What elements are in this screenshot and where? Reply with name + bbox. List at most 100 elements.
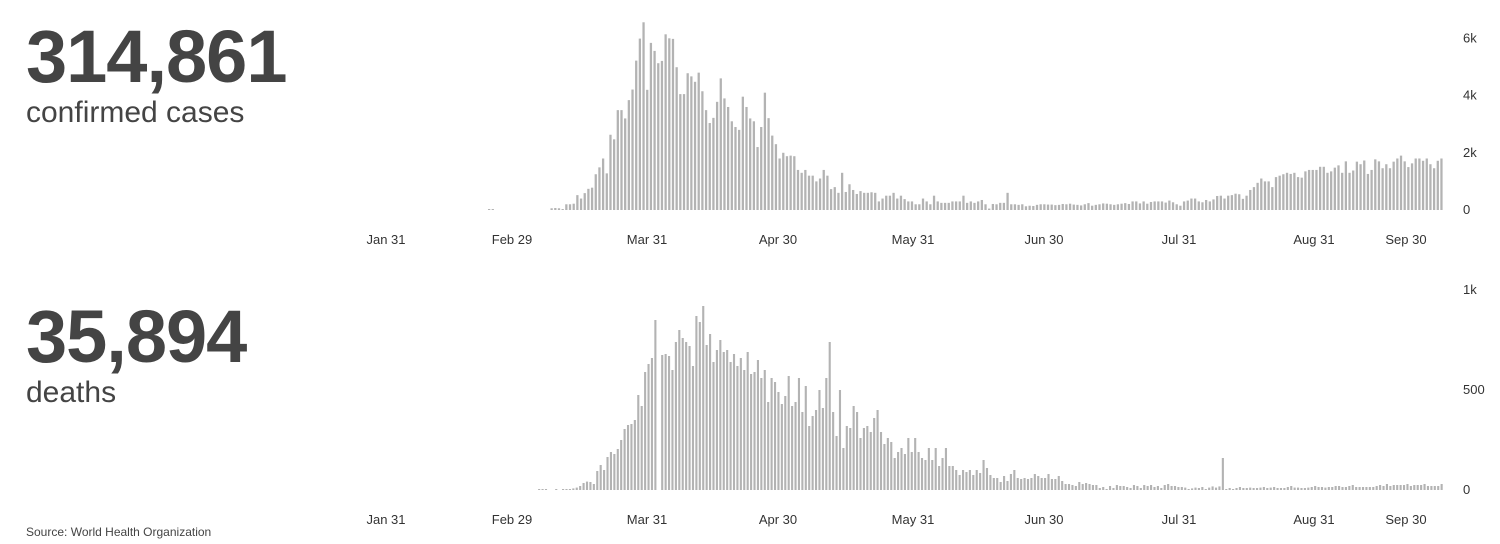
bar	[734, 127, 737, 210]
bar	[1057, 476, 1060, 490]
bar	[640, 406, 643, 490]
bar	[1054, 205, 1057, 210]
bar	[616, 110, 619, 210]
bar	[814, 410, 818, 490]
bar	[849, 428, 852, 490]
bar	[833, 187, 836, 210]
bar	[1421, 160, 1425, 210]
bar	[934, 448, 937, 490]
bar	[1160, 488, 1163, 490]
bar	[1064, 484, 1067, 490]
bar	[1279, 488, 1283, 490]
bar	[1013, 470, 1016, 490]
bar	[1197, 201, 1200, 210]
bar	[1267, 181, 1270, 210]
bar	[1252, 187, 1256, 210]
bar	[745, 106, 748, 210]
bar	[996, 478, 999, 490]
y-tick-label: 0	[1463, 482, 1470, 497]
bar	[1024, 206, 1028, 210]
x-tick-label: Sep 30	[1385, 232, 1426, 247]
bar	[1116, 204, 1120, 210]
bar	[897, 452, 900, 490]
bar	[1076, 204, 1079, 210]
bar	[671, 38, 675, 210]
bar	[899, 195, 903, 210]
bar	[979, 473, 982, 490]
bar	[965, 202, 969, 210]
bar	[1274, 177, 1278, 210]
bar	[917, 452, 920, 490]
bar	[576, 195, 579, 210]
bar	[954, 201, 958, 210]
bar	[1201, 202, 1204, 210]
bar	[1129, 488, 1132, 490]
bar	[596, 471, 599, 490]
bar	[1204, 489, 1207, 490]
bar	[855, 193, 858, 210]
bar	[1370, 169, 1373, 210]
bar	[601, 158, 605, 210]
bar	[771, 135, 774, 210]
bar	[738, 129, 741, 210]
bar	[726, 350, 729, 490]
bar	[568, 489, 571, 490]
bar	[613, 454, 616, 490]
bar	[822, 169, 825, 210]
bar	[787, 376, 790, 490]
bar	[1153, 201, 1156, 210]
bar	[1290, 486, 1293, 490]
bar	[1098, 488, 1101, 490]
bar	[1115, 485, 1118, 490]
bar	[1050, 479, 1053, 490]
bar	[695, 316, 698, 490]
bar	[1381, 168, 1384, 210]
bar	[1054, 479, 1057, 490]
bar	[951, 201, 954, 210]
bar	[789, 155, 792, 210]
cases-stat: 314,861 confirmed cases	[26, 20, 287, 128]
bar	[972, 475, 975, 490]
bar	[1425, 158, 1428, 210]
bar	[893, 458, 896, 490]
bar	[1033, 474, 1036, 490]
bar	[709, 334, 712, 490]
deaths-stat: 35,894 deaths	[26, 295, 247, 408]
bar	[1023, 478, 1026, 490]
bar	[1311, 169, 1314, 210]
bar	[1219, 195, 1222, 210]
bar	[1030, 478, 1033, 490]
bar	[879, 432, 883, 490]
bar	[1363, 160, 1366, 210]
bar	[1208, 201, 1211, 210]
bar	[1091, 205, 1094, 210]
bar	[698, 322, 701, 490]
bar	[1109, 204, 1112, 210]
bar	[1135, 201, 1138, 210]
bar	[712, 117, 715, 210]
x-tick-label: Aug 31	[1293, 512, 1334, 527]
bar	[1223, 198, 1226, 210]
bar	[1403, 161, 1406, 210]
bar	[1413, 485, 1416, 490]
bar	[1006, 481, 1009, 490]
bar	[826, 175, 829, 210]
bar	[958, 475, 961, 490]
bar	[722, 352, 725, 490]
bar	[1061, 481, 1064, 490]
bar	[811, 175, 814, 210]
bar	[1212, 199, 1215, 210]
bar	[1379, 485, 1382, 490]
bar	[1157, 201, 1160, 210]
bar	[838, 390, 842, 490]
bar	[1256, 182, 1259, 210]
bar	[1234, 193, 1237, 210]
bar	[732, 354, 736, 490]
bar	[1307, 487, 1310, 490]
bar	[773, 382, 777, 490]
bar	[927, 448, 930, 490]
bar	[873, 418, 876, 490]
deaths-total-value: 35,894	[26, 295, 247, 378]
bar	[1173, 486, 1177, 490]
bar	[941, 458, 944, 490]
